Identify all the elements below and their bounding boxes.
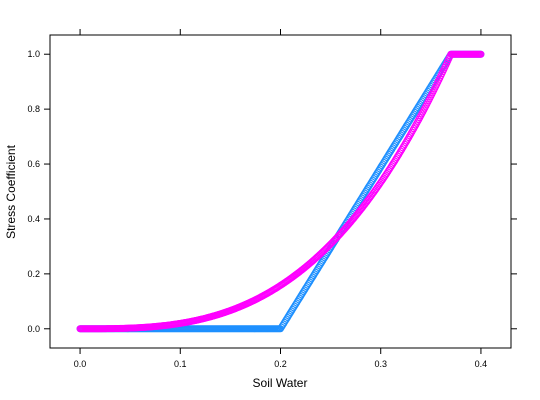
x-tick-label: 0.2 [274,359,287,369]
series-layer [76,50,485,333]
y-tick-label: 0.2 [27,269,40,279]
x-axis-title: Soil Water [253,376,308,390]
y-tick-label: 1.0 [27,49,40,59]
y-tick-label: 0.6 [27,159,40,169]
data-point [399,144,407,152]
x-tick-label: 0.3 [374,359,387,369]
y-tick-label: 0.8 [27,104,40,114]
y-tick-label: 0.4 [27,214,40,224]
x-tick-label: 0.4 [475,359,488,369]
data-point [400,142,408,150]
y-tick-label: 0.0 [27,324,40,334]
y-axis-title: Stress Coefficient [4,144,18,238]
data-point [402,139,410,147]
data-point [403,137,411,145]
series-0 [76,50,485,333]
x-tick-label: 0.0 [74,359,87,369]
y-axis-ticks: 0.0 0.2 0.4 0.6 0.8 1.0 [27,49,517,334]
x-axis-ticks: 0.0 0.1 0.2 0.3 0.4 [74,29,487,369]
series-1 [76,50,485,333]
plot-panel [49,34,512,349]
x-tick-label: 0.1 [174,359,187,369]
data-point [401,140,409,148]
data-point [398,145,406,153]
data-point [477,50,485,58]
